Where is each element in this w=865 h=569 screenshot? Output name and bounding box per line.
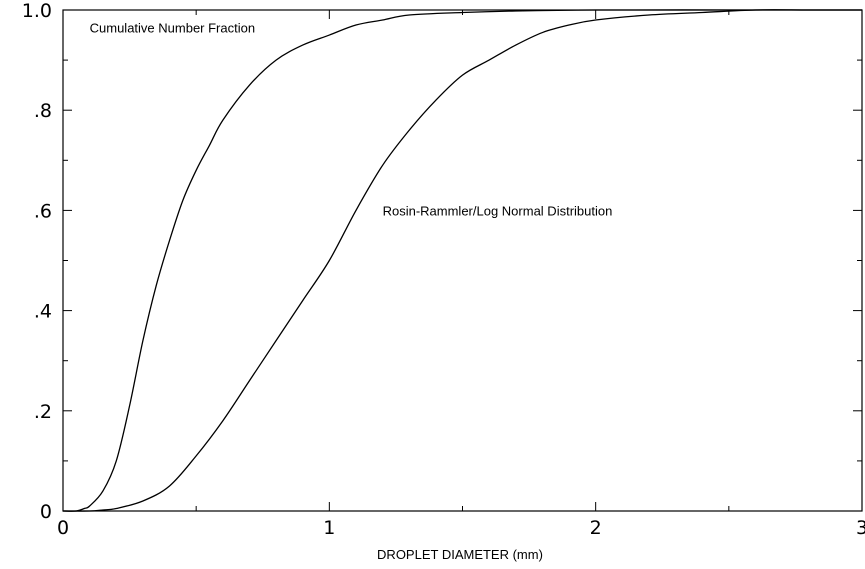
y-tick-label: .6 [34, 200, 52, 222]
x-axis-label: DROPLET DIAMETER (mm) [377, 547, 543, 562]
y-axis-ticks: 0 .2 .4 .6 .8 1.0 [22, 0, 862, 523]
series-line-2 [62, 9, 862, 512]
y-tick-label: 1.0 [22, 0, 52, 22]
annotation-layer: Cumulative Number Fraction Rosin-Rammler/… [90, 21, 613, 219]
x-tick-label: 2 [590, 517, 602, 539]
series-layer [62, 9, 862, 512]
annotation-1: Cumulative Number Fraction [90, 21, 255, 36]
x-tick-label: 1 [323, 517, 335, 539]
annotation-2: Rosin-Rammler/Log Normal Distribution [383, 203, 613, 218]
x-axis-ticks: 0 1 2 3 [57, 10, 865, 539]
series-line-1 [62, 9, 862, 512]
y-tick-label: 0 [40, 501, 52, 523]
plot-border [62, 9, 863, 512]
x-tick-label: 3 [856, 517, 865, 539]
plot-frame [62, 9, 863, 512]
x-tick-label: 0 [57, 517, 69, 539]
y-tick-label: .2 [34, 401, 52, 423]
y-tick-label: .8 [34, 100, 52, 122]
y-tick-label: .4 [34, 301, 52, 323]
